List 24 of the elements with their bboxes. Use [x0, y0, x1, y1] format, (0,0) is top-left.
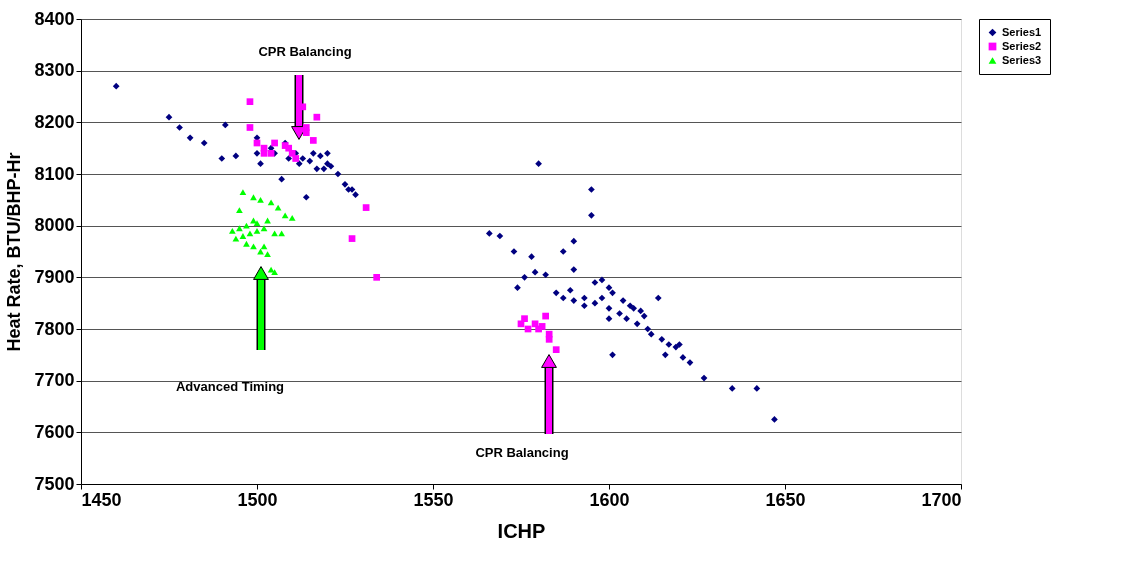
x-tick-label: 1450: [81, 489, 122, 510]
x-tick-label: 1600: [589, 489, 630, 510]
y-tick-label: 7600: [34, 421, 75, 442]
legend-label: Series1: [1002, 25, 1042, 38]
y-tick-label: 7500: [34, 473, 75, 494]
x-tick-label: 1500: [237, 489, 278, 510]
legend-label: Series2: [1002, 39, 1042, 52]
y-tick-label: 8300: [34, 60, 75, 81]
x-tick-label: 1650: [765, 489, 806, 510]
y-tick-label: 7900: [34, 266, 75, 287]
y-tick-label: 7700: [34, 370, 75, 391]
x-tick-label: 1550: [413, 489, 454, 510]
x-axis-title: ICHP: [497, 519, 546, 542]
annotation: CPR Balancing: [258, 44, 352, 59]
annotation: Advanced Timing: [175, 379, 285, 394]
y-tick-label: 8100: [34, 163, 75, 184]
x-tick-label: 1700: [921, 489, 962, 510]
y-tick-label: 8200: [34, 111, 75, 132]
annotation: CPR Balancing: [475, 445, 569, 460]
y-tick-label: 7800: [34, 318, 75, 339]
y-tick-label: 8400: [34, 8, 75, 29]
y-axis-title: Heat Rate, BTU/BHP-Hr: [4, 152, 25, 352]
y-tick-label: 8000: [34, 215, 75, 236]
legend-label: Series3: [1002, 53, 1042, 66]
